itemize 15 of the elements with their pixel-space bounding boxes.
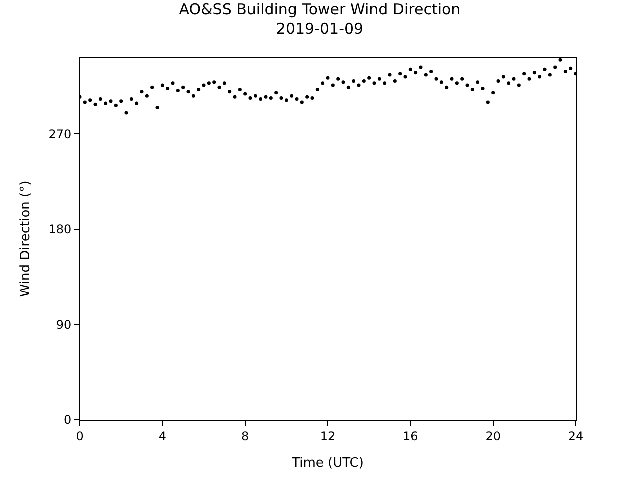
chart-subtitle: 2019-01-09 xyxy=(276,20,364,38)
x-tick-label: 4 xyxy=(158,429,166,444)
x-tick-label: 24 xyxy=(568,429,584,444)
x-tick-label: 12 xyxy=(320,429,336,444)
y-tick-label: 180 xyxy=(48,222,72,237)
x-tick-label: 20 xyxy=(486,429,501,444)
x-tick-label: 8 xyxy=(242,429,250,444)
x-tick-label: 0 xyxy=(76,429,84,444)
chart-title: AO&SS Building Tower Wind Direction xyxy=(179,0,461,18)
y-tick-label: 270 xyxy=(48,127,72,142)
x-axis-title: Time (UTC) xyxy=(291,456,364,471)
y-tick-label: 0 xyxy=(64,413,72,428)
x-tick-label: 16 xyxy=(403,429,418,444)
y-axis-title: Wind Direction (°) xyxy=(18,180,34,298)
y-tick-label: 90 xyxy=(56,318,72,332)
